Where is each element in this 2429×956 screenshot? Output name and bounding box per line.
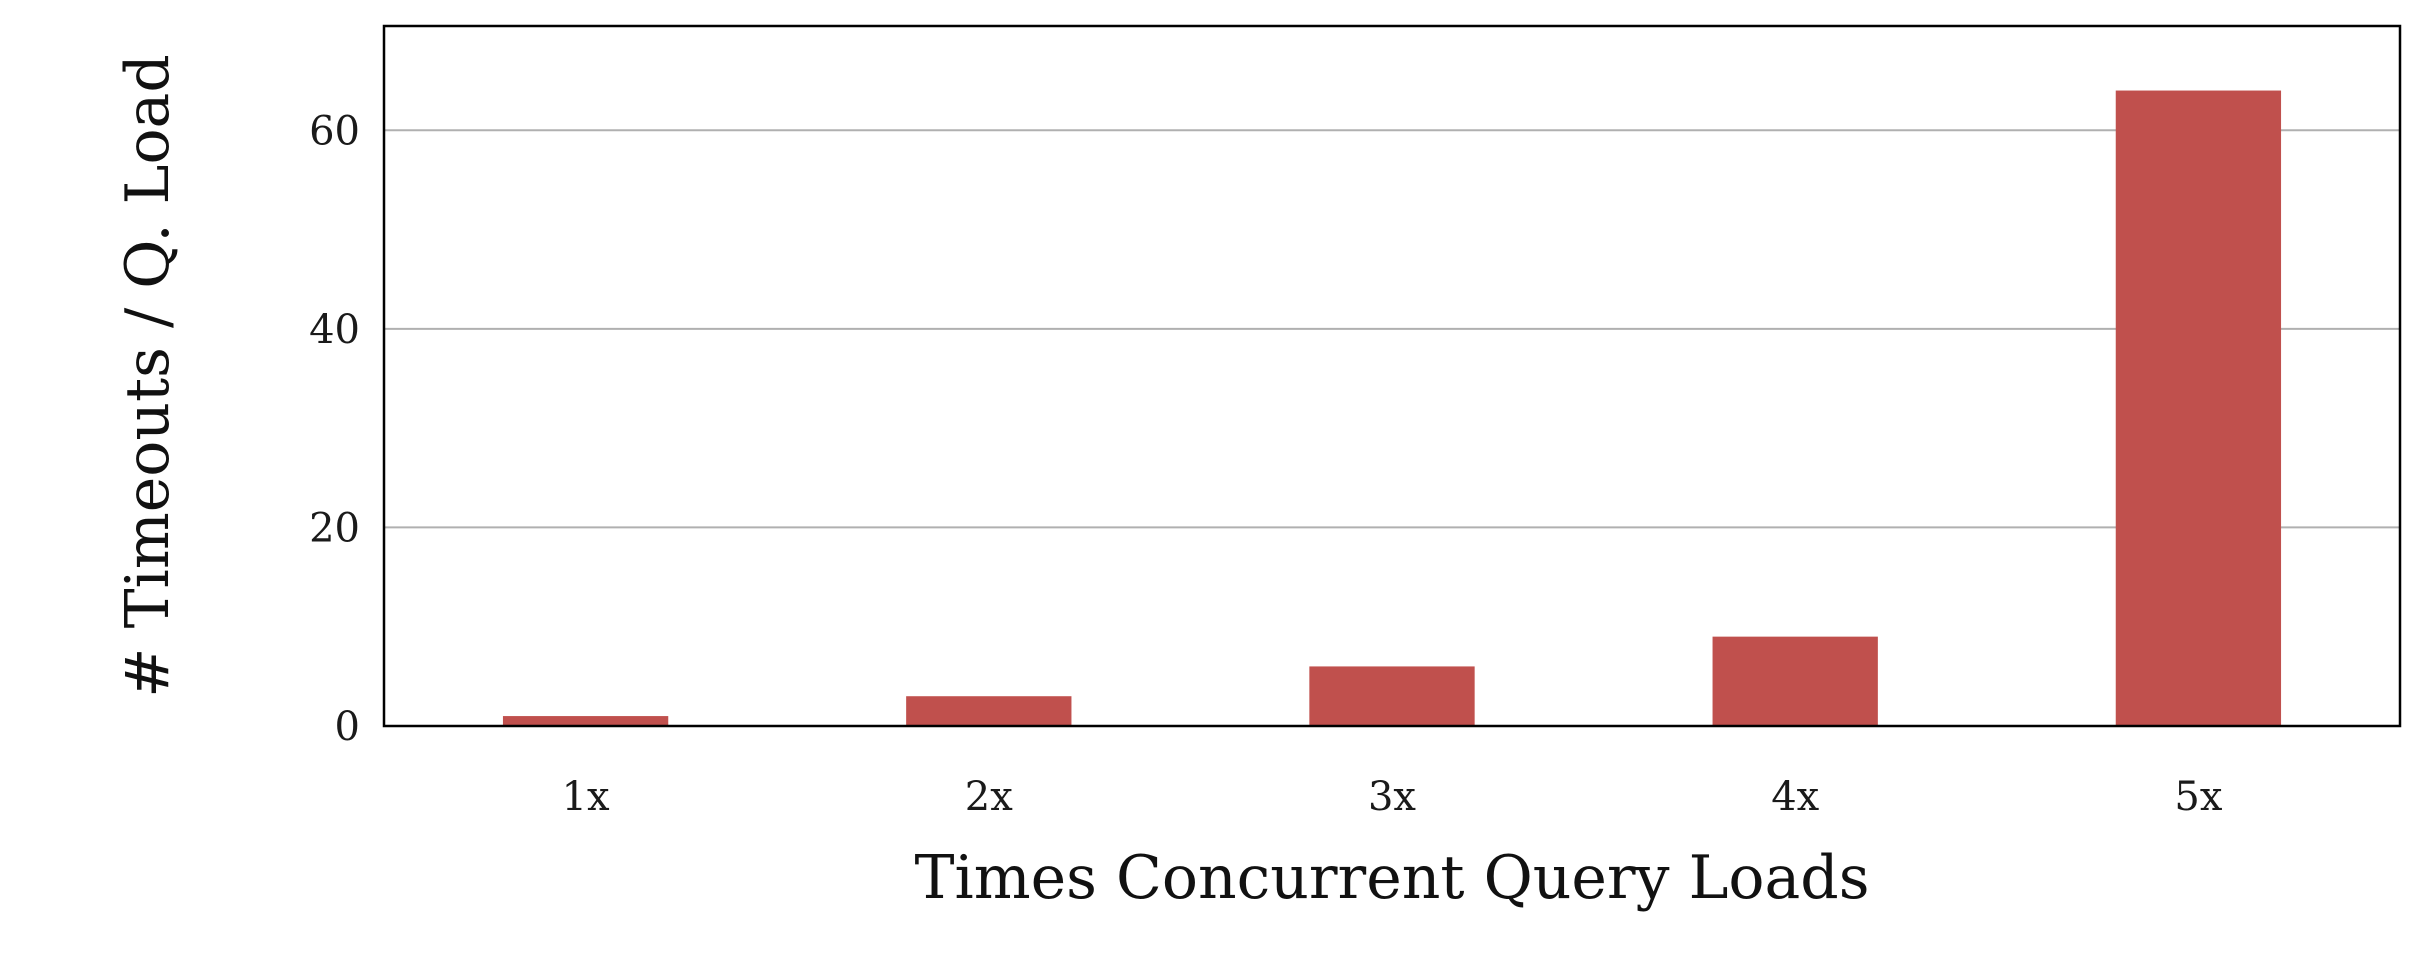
x-tick-label-5x: 5x	[2174, 774, 2222, 820]
x-axis-title: Times Concurrent Query Loads	[914, 843, 1869, 913]
y-tick-label-0: 0	[335, 704, 360, 750]
y-tick-labels: 0 20 40 60	[309, 108, 360, 750]
x-tick-label-2x: 2x	[965, 774, 1013, 820]
y-tick-label-60: 60	[309, 108, 360, 154]
bar-5x	[2115, 90, 2282, 727]
y-tick-label-20: 20	[309, 505, 360, 551]
bar-3x	[1309, 666, 1475, 726]
x-tick-label-4x: 4x	[1771, 774, 1819, 820]
plot-frame	[382, 24, 2402, 728]
bar-4x	[1712, 636, 1878, 726]
x-tick-label-1x: 1x	[562, 774, 610, 820]
bar-1x	[502, 716, 669, 726]
y-axis-title: # Timeouts / Q. Load	[113, 54, 183, 697]
bar-2x	[906, 696, 1072, 726]
y-tick-label-40: 40	[309, 307, 360, 353]
x-tick-labels: 1x 2x 3x 4x 5x	[562, 774, 2223, 820]
grid-lines	[384, 129, 2400, 529]
x-tick-label-3x: 3x	[1368, 774, 1416, 820]
bars	[502, 90, 2282, 727]
